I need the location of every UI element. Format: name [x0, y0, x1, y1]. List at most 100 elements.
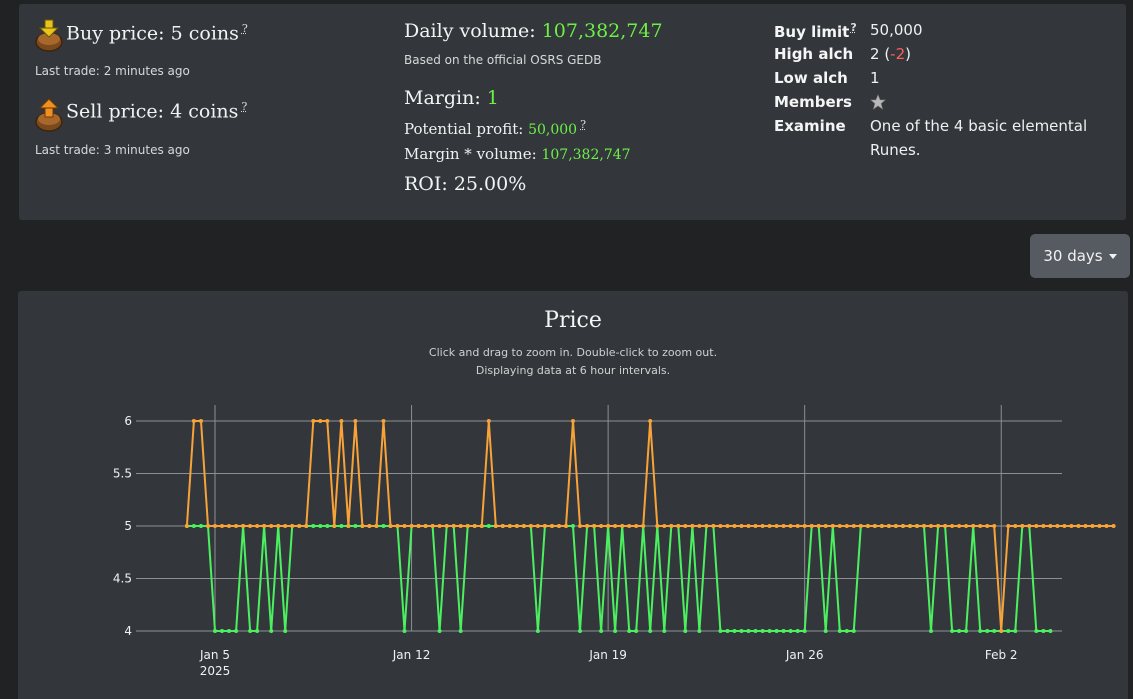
sell-data-point[interactable]: [802, 629, 807, 633]
buy-data-point[interactable]: [865, 524, 870, 528]
buy-data-point[interactable]: [978, 524, 983, 528]
sell-data-point[interactable]: [760, 629, 765, 633]
buy-data-point[interactable]: [430, 524, 435, 528]
buy-data-point[interactable]: [1020, 524, 1025, 528]
buy-data-point[interactable]: [922, 524, 926, 528]
buy-data-point[interactable]: [283, 524, 288, 528]
sell-data-point[interactable]: [837, 629, 842, 633]
sell-data-point[interactable]: [437, 629, 442, 633]
buy-data-point[interactable]: [1069, 524, 1074, 528]
buy-data-point[interactable]: [353, 419, 358, 423]
buy-data-point[interactable]: [395, 524, 400, 528]
buy-data-point[interactable]: [929, 524, 933, 528]
buy-data-point[interactable]: [837, 524, 842, 528]
buy-data-point[interactable]: [760, 524, 765, 528]
buy-data-point[interactable]: [479, 524, 484, 528]
time-range-dropdown[interactable]: 30 days: [1030, 234, 1130, 278]
sell-data-point[interactable]: [950, 629, 955, 633]
buy-data-point[interactable]: [613, 524, 618, 528]
sell-data-point[interactable]: [255, 629, 260, 633]
sell-data-point[interactable]: [788, 629, 793, 633]
buy-data-point[interactable]: [1034, 524, 1039, 528]
sell-data-point[interactable]: [697, 629, 702, 633]
buy-data-point[interactable]: [578, 524, 582, 528]
sell-data-point[interactable]: [486, 524, 491, 528]
buy-data-point[interactable]: [648, 419, 653, 423]
buy-data-point[interactable]: [297, 524, 302, 528]
buy-data-point[interactable]: [816, 524, 821, 528]
buy-data-point[interactable]: [886, 524, 891, 528]
buy-data-point[interactable]: [416, 524, 421, 528]
buy-data-point[interactable]: [943, 524, 948, 528]
buy-data-point[interactable]: [290, 524, 295, 528]
buy-data-point[interactable]: [213, 524, 217, 528]
buy-data-point[interactable]: [458, 524, 463, 528]
buy-data-point[interactable]: [557, 524, 561, 528]
sell-data-point[interactable]: [978, 629, 983, 633]
buy-data-point[interactable]: [697, 524, 702, 528]
buy-data-point[interactable]: [276, 524, 281, 528]
buy-data-point[interactable]: [957, 524, 962, 528]
buy-data-point[interactable]: [241, 524, 246, 528]
sell-data-point[interactable]: [1034, 629, 1039, 633]
buy-data-point[interactable]: [971, 524, 976, 528]
sell-data-point[interactable]: [929, 629, 933, 633]
buy-data-point[interactable]: [486, 419, 491, 423]
buy-data-point[interactable]: [472, 524, 477, 528]
sell-data-point[interactable]: [774, 629, 779, 633]
sell-data-point[interactable]: [269, 629, 274, 633]
sell-data-point[interactable]: [199, 524, 203, 528]
sell-data-point[interactable]: [234, 629, 239, 633]
buy-data-point[interactable]: [325, 419, 330, 423]
sell-data-point[interactable]: [353, 524, 358, 528]
buy-data-point[interactable]: [304, 524, 309, 528]
sell-data-point[interactable]: [599, 629, 604, 633]
buy-data-point[interactable]: [606, 524, 611, 528]
buy-data-point[interactable]: [634, 524, 639, 528]
buy-data-point[interactable]: [332, 524, 337, 528]
sell-data-point[interactable]: [339, 524, 344, 528]
buy-limit-help-icon[interactable]: ?: [850, 21, 857, 34]
sell-data-point[interactable]: [318, 524, 323, 528]
buy-data-point[interactable]: [767, 524, 772, 528]
buy-data-point[interactable]: [402, 524, 407, 528]
potential-profit-help-icon[interactable]: ?: [580, 118, 586, 131]
buy-data-point[interactable]: [542, 524, 547, 528]
sell-data-point[interactable]: [648, 629, 653, 633]
sell-data-point[interactable]: [613, 629, 618, 633]
sell-data-point[interactable]: [402, 629, 407, 633]
buy-data-point[interactable]: [662, 524, 667, 528]
buy-data-point[interactable]: [753, 524, 758, 528]
buy-data-point[interactable]: [655, 524, 660, 528]
buy-data-point[interactable]: [627, 524, 632, 528]
sell-data-point[interactable]: [571, 524, 575, 528]
buy-data-point[interactable]: [1048, 524, 1053, 528]
sell-data-point[interactable]: [964, 629, 969, 633]
sell-data-point[interactable]: [1013, 629, 1018, 633]
sell-data-point[interactable]: [535, 629, 540, 633]
buy-data-point[interactable]: [564, 524, 568, 528]
buy-data-point[interactable]: [269, 524, 274, 528]
sell-data-point[interactable]: [732, 629, 737, 633]
buy-data-point[interactable]: [746, 524, 751, 528]
buy-data-point[interactable]: [206, 524, 210, 528]
sell-data-point[interactable]: [985, 629, 990, 633]
sell-data-point[interactable]: [227, 629, 231, 633]
buy-data-point[interactable]: [248, 524, 253, 528]
buy-data-point[interactable]: [774, 524, 779, 528]
buy-data-point[interactable]: [641, 524, 646, 528]
buy-data-point[interactable]: [311, 419, 316, 423]
buy-data-point[interactable]: [1006, 524, 1011, 528]
buy-data-point[interactable]: [781, 524, 786, 528]
sell-data-point[interactable]: [739, 629, 744, 633]
buy-data-point[interactable]: [1027, 524, 1032, 528]
buy-data-point[interactable]: [1055, 524, 1060, 528]
sell-data-point[interactable]: [458, 629, 463, 633]
buy-data-point[interactable]: [1083, 524, 1088, 528]
sell-data-point[interactable]: [1041, 629, 1046, 633]
buy-data-point[interactable]: [437, 524, 442, 528]
buy-data-point[interactable]: [809, 524, 814, 528]
sell-data-point[interactable]: [1006, 629, 1011, 633]
buy-data-point[interactable]: [690, 524, 695, 528]
